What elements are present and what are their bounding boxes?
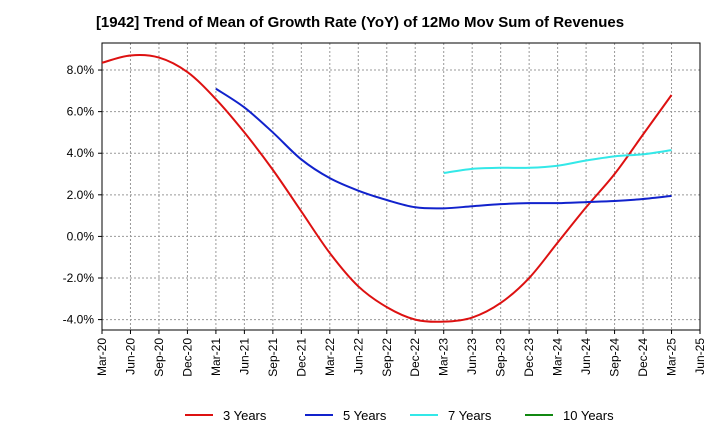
x-tick-label: Sep-22 [380, 338, 394, 377]
y-tick-label: 2.0% [67, 188, 95, 202]
x-tick-label: Sep-20 [152, 338, 166, 377]
x-tick-label: Mar-21 [209, 338, 223, 376]
x-tick-label: Jun-24 [579, 338, 593, 375]
x-tick-label: Jun-20 [123, 338, 137, 375]
y-tick-label: 4.0% [67, 146, 95, 160]
x-tick-label: Sep-24 [608, 338, 622, 377]
x-tick-label: Dec-23 [522, 338, 536, 377]
legend-label-3-years: 3 Years [223, 408, 267, 423]
x-tick-label: Mar-22 [323, 338, 337, 376]
legend: 3 Years 5 Years 7 Years 10 Years [185, 408, 614, 423]
series-line-7-years [443, 149, 672, 174]
x-axis: Mar-20 Jun-20 Sep-20 Dec-20 Mar-21 Jun-21 Sep-… [95, 330, 707, 377]
y-axis: -4.0% -2.0% 0.0% 2.0% 4.0% 6.0% 8.0% [63, 63, 102, 327]
x-tick-label: Mar-24 [551, 338, 565, 376]
x-tick-label: Mar-20 [95, 338, 109, 376]
y-tick-label: 0.0% [67, 229, 95, 243]
x-tick-label: Mar-23 [437, 338, 451, 376]
legend-label-5-years: 5 Years [343, 408, 387, 423]
x-tick-label: Dec-20 [180, 338, 194, 377]
y-tick-label: 8.0% [67, 63, 95, 77]
x-tick-label: Dec-22 [408, 338, 422, 377]
series-line-3-years [101, 54, 673, 323]
x-tick-label: Jun-21 [237, 338, 251, 375]
x-tick-label: Jun-22 [351, 338, 365, 375]
x-tick-label: Mar-25 [665, 338, 679, 376]
legend-label-7-years: 7 Years [448, 408, 492, 423]
x-tick-label: Jun-25 [693, 338, 707, 375]
x-tick-label: Sep-21 [266, 338, 280, 377]
x-tick-label: Jun-23 [465, 338, 479, 375]
chart-title: [1942] Trend of Mean of Growth Rate (YoY… [95, 14, 625, 31]
grid-layer [102, 43, 700, 330]
x-tick-label: Sep-23 [494, 338, 508, 377]
y-tick-label: 6.0% [67, 105, 95, 119]
x-tick-label: Dec-24 [636, 338, 650, 377]
series-line-5-years [215, 87, 672, 210]
x-tick-label: Dec-21 [294, 338, 308, 377]
y-tick-label: -4.0% [63, 313, 95, 327]
y-tick-label: -2.0% [63, 271, 95, 285]
plot-frame [101, 42, 701, 331]
legend-label-10-years: 10 Years [563, 408, 614, 423]
series-layer [101, 54, 673, 323]
